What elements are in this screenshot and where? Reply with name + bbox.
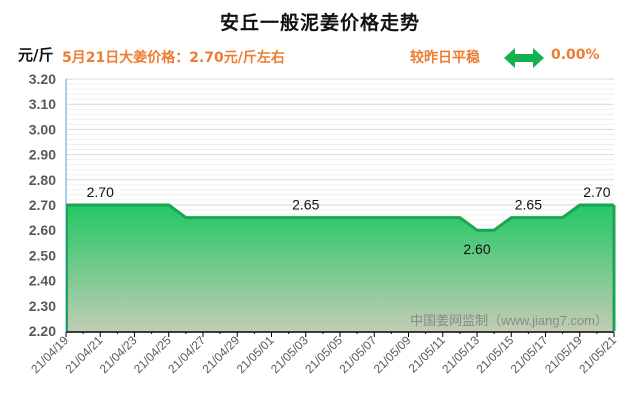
double-arrow-icon <box>504 48 544 68</box>
y-tick-label: 3.20 <box>29 71 56 87</box>
x-axis: 21/04/1921/04/2121/04/2321/04/2521/04/27… <box>28 331 619 376</box>
price-note: 5月21日大姜价格：2.70元/斤左右 <box>62 50 285 66</box>
price-area <box>66 205 614 331</box>
change-label: 较昨日平稳 <box>410 50 480 66</box>
y-axis-unit: 元/斤 <box>18 46 54 64</box>
y-tick-label: 2.80 <box>29 172 56 188</box>
y-tick-label: 3.00 <box>29 121 56 137</box>
y-tick-label: 3.10 <box>29 96 56 112</box>
data-labels: 2.70 2.65 2.60 2.65 2.70 <box>87 184 611 257</box>
y-tick-label: 2.60 <box>29 222 56 238</box>
y-tick-label: 2.40 <box>29 273 56 289</box>
chart-title: 安丘一般泥姜价格走势 <box>219 12 420 34</box>
y-tick-label: 2.20 <box>29 323 56 339</box>
y-tick-label: 2.90 <box>29 147 56 163</box>
y-tick-label: 2.50 <box>29 247 56 263</box>
x-tick-label: 21/05/09 <box>371 333 414 376</box>
y-tick-label: 2.70 <box>29 197 56 213</box>
data-label: 2.70 <box>583 184 610 200</box>
y-tick-label: 2.30 <box>29 298 56 314</box>
watermark: 中国姜网监制（www.jiang7.com） <box>410 313 608 328</box>
data-label: 2.70 <box>87 184 114 200</box>
y-axis-ticks: 3.20 3.10 3.00 2.90 2.80 2.70 2.60 2.50 2.40 2.30… <box>29 71 56 339</box>
x-tick-label: 21/05/21 <box>576 333 619 376</box>
data-label: 2.65 <box>515 197 542 213</box>
price-line <box>66 203 614 232</box>
data-label: 2.60 <box>463 241 490 257</box>
data-label: 2.65 <box>292 197 319 213</box>
change-value: 0.00% <box>551 47 600 63</box>
